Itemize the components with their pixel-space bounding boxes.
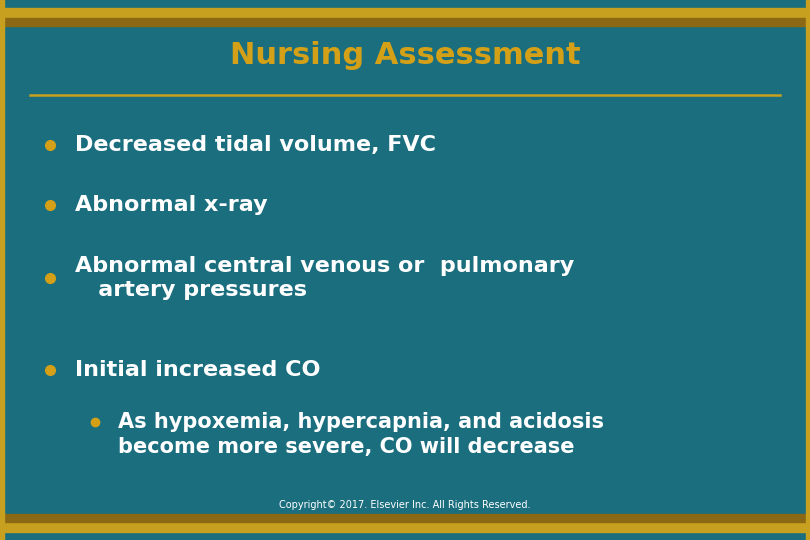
Text: become more severe, CO will decrease: become more severe, CO will decrease — [118, 437, 574, 457]
Text: Nursing Assessment: Nursing Assessment — [230, 40, 580, 70]
Text: Initial increased CO: Initial increased CO — [75, 360, 321, 380]
Text: Abnormal central venous or  pulmonary
   artery pressures: Abnormal central venous or pulmonary art… — [75, 255, 574, 300]
Text: Abnormal x-ray: Abnormal x-ray — [75, 195, 267, 215]
Bar — [0, 18, 810, 26]
Text: Copyright© 2017. Elsevier Inc. All Rights Reserved.: Copyright© 2017. Elsevier Inc. All Right… — [279, 500, 531, 510]
Bar — [0, 8, 810, 18]
Text: As hypoxemia, hypercapnia, and acidosis: As hypoxemia, hypercapnia, and acidosis — [118, 412, 604, 432]
Bar — [0, 0, 4, 540]
Bar — [0, 522, 810, 532]
Text: Decreased tidal volume, FVC: Decreased tidal volume, FVC — [75, 135, 436, 155]
Bar — [806, 0, 810, 540]
Bar — [0, 514, 810, 522]
